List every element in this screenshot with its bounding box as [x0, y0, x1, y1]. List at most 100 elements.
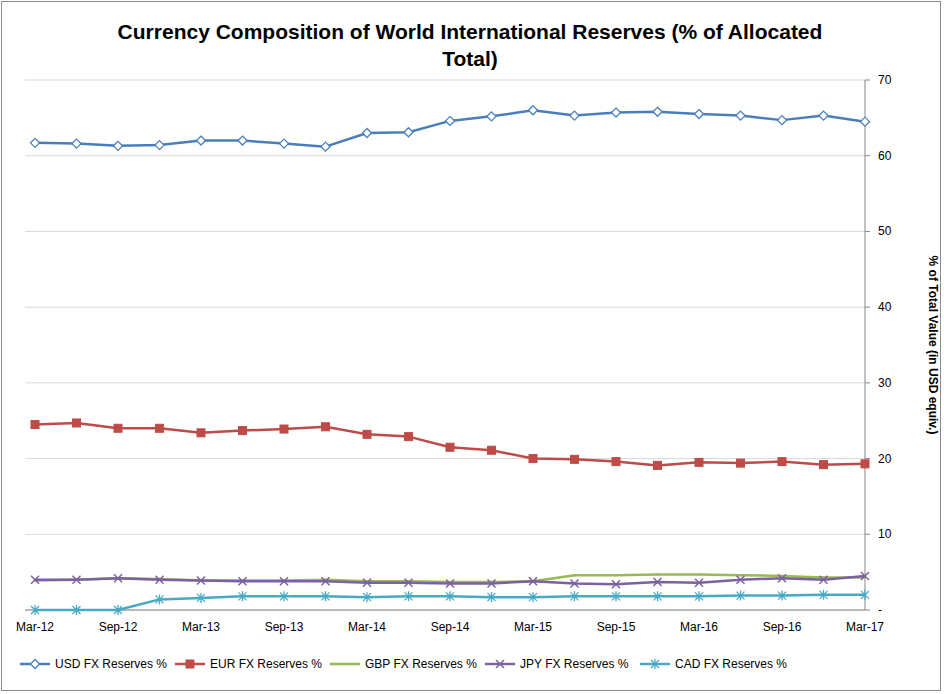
data-point	[612, 591, 620, 601]
legend-marker	[186, 660, 194, 668]
y-tick-label: 50	[878, 224, 892, 238]
data-point	[736, 111, 745, 120]
data-point	[778, 574, 786, 582]
data-point	[446, 116, 455, 125]
x-tick-label: Sep-13	[265, 620, 304, 634]
x-tick-label: Sep-16	[763, 620, 802, 634]
y-tick	[865, 534, 870, 535]
data-point	[73, 419, 81, 427]
data-point	[322, 591, 330, 601]
data-point	[322, 577, 330, 585]
data-point	[114, 141, 123, 150]
y-axis-label: % of Total Value (in USD equiv.)	[926, 256, 940, 435]
data-point	[73, 576, 81, 584]
data-point	[446, 443, 454, 451]
x-tick-label: Mar-12	[16, 620, 54, 634]
data-point	[820, 590, 828, 600]
data-point	[363, 579, 371, 587]
legend-label: JPY FX Reserves %	[520, 657, 629, 671]
data-point	[739, 574, 741, 576]
data-point	[363, 430, 371, 438]
legend: USD FX Reserves %EUR FX Reserves %GBP FX…	[20, 657, 787, 671]
data-point	[197, 593, 205, 603]
x-tick-label: Mar-16	[680, 620, 718, 634]
y-tick-label: 10	[878, 527, 892, 541]
data-point	[573, 574, 575, 576]
data-point	[654, 461, 662, 469]
data-point	[654, 591, 662, 601]
data-point	[73, 605, 81, 615]
data-point	[155, 141, 164, 150]
data-point	[737, 459, 745, 467]
data-point	[197, 576, 205, 584]
data-point	[529, 592, 537, 602]
data-point	[861, 590, 869, 600]
grid-line	[25, 231, 865, 232]
data-point	[114, 605, 122, 615]
x-tick-label: Mar-13	[182, 620, 220, 634]
data-point	[615, 574, 617, 576]
y-tick-label: 30	[878, 376, 892, 390]
data-point	[820, 576, 828, 584]
data-point	[238, 136, 247, 145]
data-point	[156, 424, 164, 432]
data-point	[488, 446, 496, 454]
data-point	[819, 111, 828, 120]
data-point	[487, 112, 496, 121]
y-tick-label: -	[878, 603, 882, 617]
data-point	[612, 580, 620, 588]
x-tick-label: Sep-12	[99, 620, 138, 634]
data-point	[363, 129, 372, 138]
data-point	[114, 424, 122, 432]
data-point	[695, 458, 703, 466]
data-point	[363, 592, 371, 602]
data-point	[446, 591, 454, 601]
data-point	[156, 594, 164, 604]
data-point	[529, 106, 538, 115]
data-point	[405, 591, 413, 601]
data-point	[861, 460, 869, 468]
legend-label: EUR FX Reserves %	[210, 657, 322, 671]
data-point	[656, 573, 658, 575]
data-point	[322, 423, 330, 431]
y-tick	[865, 231, 870, 232]
x-axis-line	[25, 610, 865, 611]
data-point	[31, 576, 39, 584]
data-point	[861, 572, 869, 580]
data-point	[778, 458, 786, 466]
data-point	[529, 577, 537, 585]
data-point	[239, 591, 247, 601]
data-point	[446, 580, 454, 588]
y-tick	[865, 458, 870, 459]
x-tick-label: Sep-15	[597, 620, 636, 634]
data-point	[488, 580, 496, 588]
grid-line	[25, 307, 865, 308]
data-point	[861, 117, 870, 126]
data-point	[197, 429, 205, 437]
data-point	[529, 455, 537, 463]
y-tick	[865, 382, 870, 383]
data-point	[239, 577, 247, 585]
data-point	[239, 427, 247, 435]
data-point	[571, 455, 579, 463]
y-tick	[865, 80, 870, 81]
legend-marker	[496, 660, 504, 668]
data-point	[280, 577, 288, 585]
y-tick-label: 20	[878, 452, 892, 466]
y-tick-label: 70	[878, 73, 892, 87]
data-point	[488, 592, 496, 602]
data-point	[695, 110, 704, 119]
data-point	[404, 128, 413, 137]
legend-marker	[31, 660, 40, 669]
data-point	[31, 138, 40, 147]
data-point	[570, 111, 579, 120]
x-tick-label: Mar-17	[846, 620, 884, 634]
data-point	[280, 139, 289, 148]
y-tick	[865, 610, 870, 611]
chart-svg: -10203040506070% of Total Value (in USD …	[0, 0, 944, 694]
data-point	[31, 605, 39, 615]
data-point	[737, 591, 745, 601]
legend-marker	[651, 659, 659, 669]
y-axis-line	[865, 80, 866, 610]
grid-line	[25, 610, 865, 611]
